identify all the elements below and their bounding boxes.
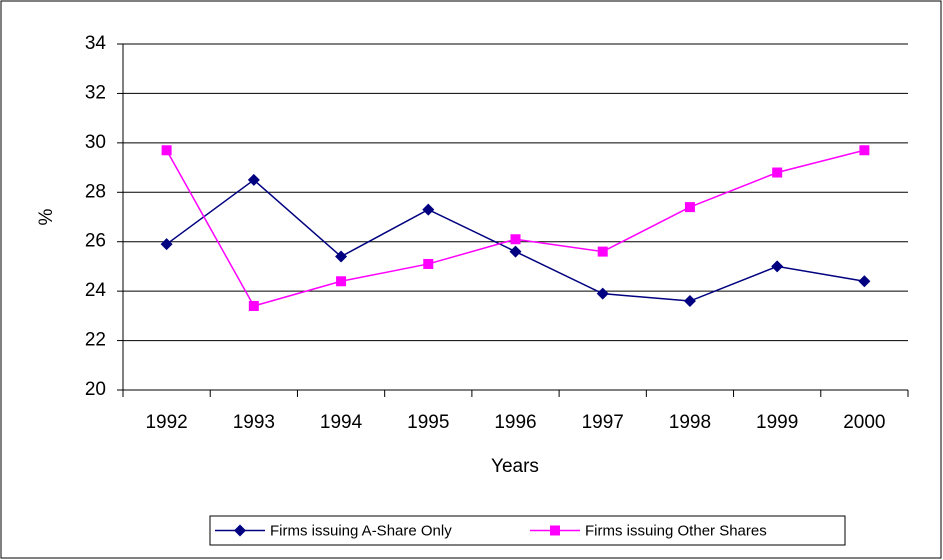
y-tick-label: 26 xyxy=(85,231,106,252)
legend-label: Firms issuing A-Share Only xyxy=(270,522,452,539)
y-tick-label: 20 xyxy=(85,379,106,400)
x-tick-label: 1995 xyxy=(407,412,449,433)
x-axis-title: Years xyxy=(491,456,539,477)
marker xyxy=(336,276,347,287)
legend-label: Firms issuing Other Shares xyxy=(585,522,767,539)
marker xyxy=(771,260,784,273)
y-axis-title: % xyxy=(36,208,57,225)
marker xyxy=(247,173,260,186)
marker xyxy=(772,167,783,178)
marker xyxy=(161,145,172,156)
marker xyxy=(597,246,608,257)
legend-box xyxy=(209,515,846,546)
marker xyxy=(423,258,434,269)
y-tick-label: 28 xyxy=(85,181,106,202)
y-tick-label: 32 xyxy=(85,82,106,103)
y-tick-label: 34 xyxy=(85,33,107,54)
x-tick-label: 2000 xyxy=(843,412,885,433)
marker xyxy=(509,245,522,258)
x-tick-label: 1992 xyxy=(145,412,187,433)
marker xyxy=(248,300,259,311)
marker xyxy=(510,234,521,245)
marker xyxy=(858,275,871,288)
legend-marker xyxy=(234,524,246,537)
marker xyxy=(335,250,348,263)
marker xyxy=(422,203,435,216)
x-tick-label: 1993 xyxy=(233,412,275,433)
marker xyxy=(859,145,870,156)
x-tick-label: 1994 xyxy=(320,412,363,433)
marker xyxy=(596,287,609,300)
marker xyxy=(684,202,695,213)
x-tick-label: 1999 xyxy=(756,412,798,433)
y-tick-label: 22 xyxy=(85,330,106,351)
x-tick-label: 1997 xyxy=(582,412,624,433)
marker xyxy=(160,238,173,251)
y-tick-label: 24 xyxy=(85,280,107,301)
y-tick-label: 30 xyxy=(85,132,106,153)
marker xyxy=(683,295,696,308)
x-tick-label: 1998 xyxy=(669,412,711,433)
x-tick-label: 1996 xyxy=(494,412,536,433)
legend-marker xyxy=(550,525,560,536)
